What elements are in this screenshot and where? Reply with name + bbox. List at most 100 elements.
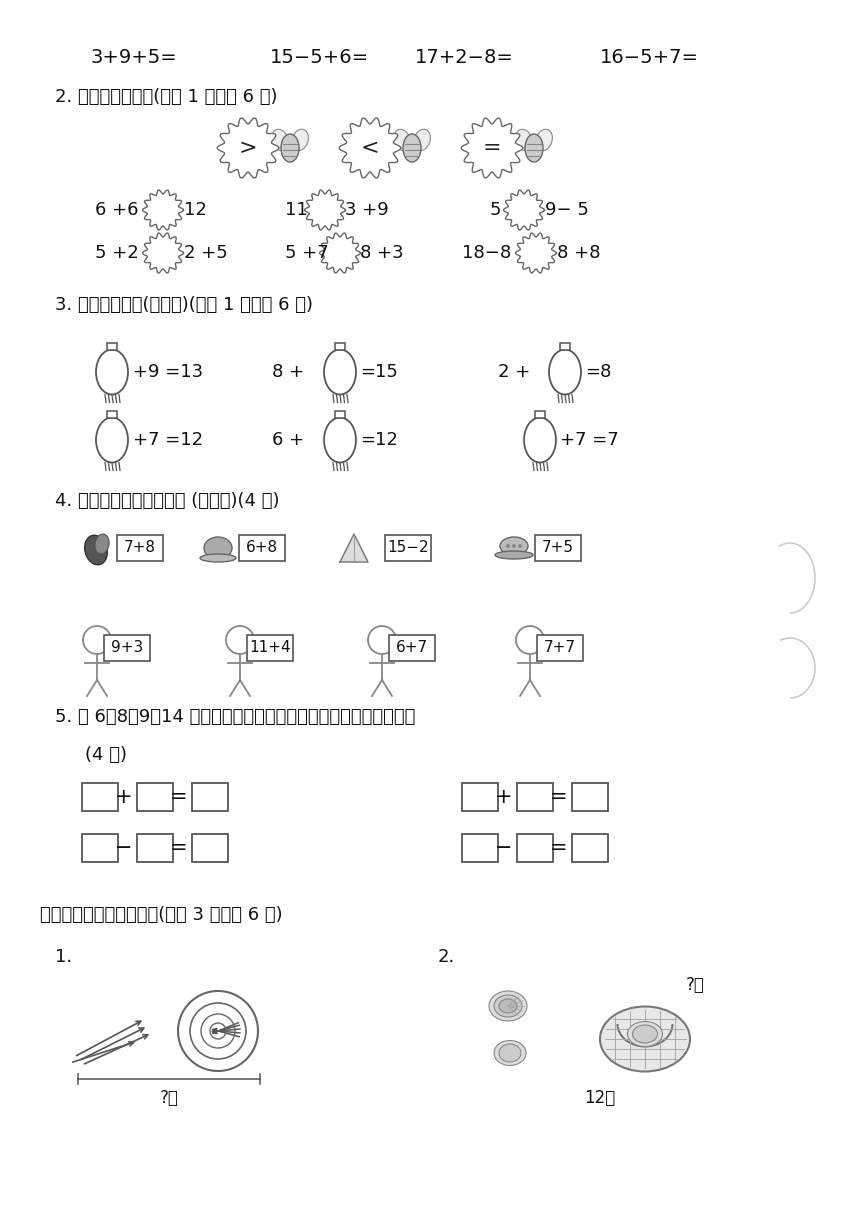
Bar: [107, 343, 117, 349]
Text: +7 =7: +7 =7: [560, 430, 618, 449]
Ellipse shape: [96, 349, 128, 394]
Bar: [537, 635, 583, 662]
Bar: [462, 783, 498, 811]
Text: =12: =12: [360, 430, 398, 449]
Bar: [572, 834, 608, 862]
Polygon shape: [143, 233, 183, 272]
Text: 6 +6: 6 +6: [95, 201, 138, 219]
Text: 7+5: 7+5: [542, 540, 574, 556]
Text: =: =: [550, 787, 568, 807]
Ellipse shape: [600, 1007, 690, 1071]
Bar: [82, 834, 118, 862]
Text: 5. 从 6、8、9、14 中选三个数写出两道加法算式和两道减法算式。: 5. 从 6、8、9、14 中选三个数写出两道加法算式和两道减法算式。: [55, 708, 415, 726]
Ellipse shape: [324, 417, 356, 462]
Polygon shape: [340, 534, 368, 562]
Text: 2.: 2.: [438, 948, 455, 966]
Bar: [192, 834, 228, 862]
Bar: [335, 343, 345, 349]
Text: 4. 这些帽子分别是谁的？ (连一连)(4 分): 4. 这些帽子分别是谁的？ (连一连)(4 分): [55, 492, 280, 510]
Bar: [560, 343, 570, 349]
Text: =: =: [550, 838, 568, 858]
Text: 5: 5: [490, 201, 501, 219]
Circle shape: [506, 544, 510, 548]
Text: 12棵: 12棵: [585, 1090, 616, 1107]
Ellipse shape: [292, 129, 309, 151]
Ellipse shape: [494, 1041, 526, 1065]
Bar: [82, 783, 118, 811]
Text: 8 +3: 8 +3: [360, 244, 403, 261]
Ellipse shape: [499, 1045, 521, 1062]
Ellipse shape: [95, 534, 109, 554]
Ellipse shape: [524, 417, 556, 462]
Text: 2 +5: 2 +5: [184, 244, 228, 261]
Text: 6 +: 6 +: [272, 430, 304, 449]
Polygon shape: [143, 190, 183, 230]
Ellipse shape: [632, 1025, 658, 1043]
Bar: [239, 535, 285, 561]
Bar: [247, 635, 293, 662]
Text: 8 +: 8 +: [272, 364, 304, 381]
Bar: [137, 834, 173, 862]
Ellipse shape: [525, 134, 543, 162]
Text: +9 =13: +9 =13: [133, 364, 203, 381]
Bar: [192, 783, 228, 811]
Ellipse shape: [394, 129, 410, 151]
Bar: [385, 535, 431, 561]
Text: 6+7: 6+7: [396, 641, 428, 655]
Text: 2. 勤劳的小蝉蜂。(每题 1 分，共 6 分): 2. 勤劳的小蝉蜂。(每题 1 分，共 6 分): [55, 88, 278, 106]
Text: 11+4: 11+4: [249, 641, 291, 655]
Text: 9− 5: 9− 5: [545, 201, 589, 219]
Polygon shape: [320, 233, 360, 272]
Text: <: <: [360, 137, 379, 158]
Text: 9+3: 9+3: [111, 641, 143, 655]
Circle shape: [512, 544, 516, 548]
Polygon shape: [504, 190, 544, 230]
Bar: [535, 411, 545, 417]
Ellipse shape: [324, 349, 356, 394]
Bar: [104, 635, 150, 662]
Bar: [117, 535, 163, 561]
Text: 5 +2: 5 +2: [95, 244, 138, 261]
Text: +: +: [495, 787, 513, 807]
Text: 11: 11: [285, 201, 308, 219]
Text: 7+8: 7+8: [124, 540, 156, 556]
Ellipse shape: [272, 129, 288, 151]
Text: =: =: [482, 137, 501, 158]
Ellipse shape: [414, 129, 430, 151]
Text: 5 +7: 5 +7: [285, 244, 329, 261]
Polygon shape: [340, 118, 401, 178]
Ellipse shape: [489, 991, 527, 1021]
Circle shape: [518, 544, 522, 548]
Text: =15: =15: [360, 364, 398, 381]
Text: 8 +8: 8 +8: [557, 244, 600, 261]
Ellipse shape: [204, 537, 232, 559]
Ellipse shape: [549, 349, 581, 394]
Bar: [137, 783, 173, 811]
Ellipse shape: [499, 1000, 517, 1013]
Text: 3 +9: 3 +9: [345, 201, 389, 219]
Text: 2 +: 2 +: [498, 364, 531, 381]
Ellipse shape: [516, 129, 532, 151]
Polygon shape: [304, 190, 346, 230]
Bar: [535, 535, 581, 561]
Text: 6+8: 6+8: [246, 540, 278, 556]
Bar: [517, 834, 553, 862]
Text: 7+7: 7+7: [544, 641, 576, 655]
Ellipse shape: [500, 537, 528, 554]
Polygon shape: [461, 118, 523, 178]
Polygon shape: [515, 233, 556, 272]
Ellipse shape: [281, 134, 299, 162]
Bar: [107, 411, 117, 417]
Text: 15−5+6=: 15−5+6=: [270, 47, 369, 67]
Bar: [335, 411, 345, 417]
Text: +: +: [115, 787, 132, 807]
Text: −: −: [115, 838, 132, 858]
Bar: [572, 783, 608, 811]
Bar: [389, 635, 435, 662]
Text: −: −: [495, 838, 513, 858]
Text: (4 分): (4 分): [85, 745, 127, 764]
Ellipse shape: [200, 554, 236, 562]
Text: +7 =12: +7 =12: [133, 430, 203, 449]
Text: ?支: ?支: [160, 1090, 178, 1107]
Text: 1.: 1.: [55, 948, 72, 966]
